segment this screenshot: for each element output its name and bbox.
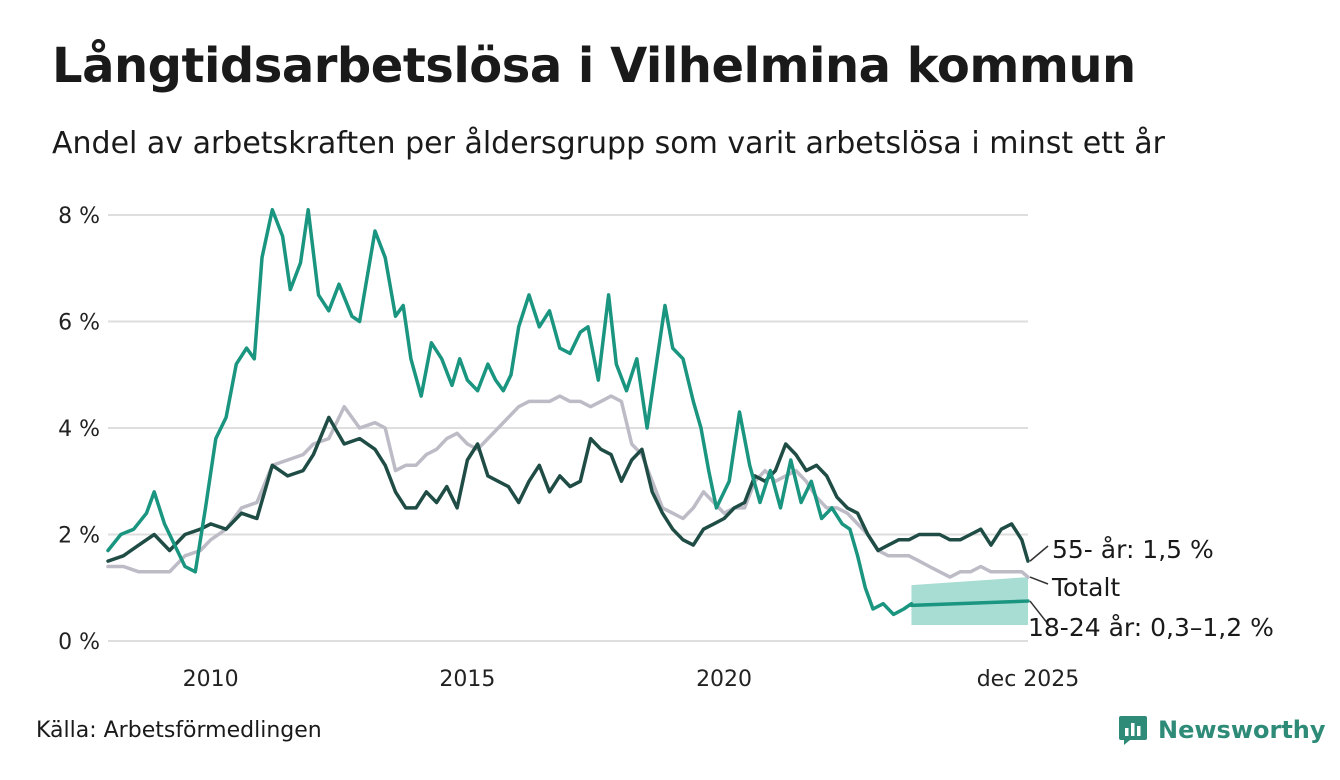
forecast-band bbox=[911, 577, 1028, 626]
y-tick-label: 2 % bbox=[58, 524, 100, 549]
brand-name: Newsworthy bbox=[1158, 716, 1326, 744]
series-line-old bbox=[106, 415, 1030, 563]
newsworthy-icon bbox=[1119, 716, 1147, 745]
series-label-old: 55- år: 1,5 % bbox=[1052, 535, 1214, 564]
label-leader-old bbox=[1029, 545, 1049, 562]
y-axis-ticks: 0 % 2 % 4 % 6 % 8 % bbox=[58, 204, 100, 655]
x-tick-label: 2010 bbox=[183, 667, 239, 692]
series-lines bbox=[106, 207, 1030, 617]
newsworthy-logo[interactable]: Newsworthy bbox=[1118, 714, 1326, 746]
forecast-line bbox=[909, 599, 1030, 608]
label-leader-total bbox=[1029, 576, 1049, 585]
series-label-young: 18-24 år: 0,3–1,2 % bbox=[1028, 613, 1274, 642]
chart-title: Långtidsarbetslösa i Vilhelmina kommun bbox=[52, 38, 1136, 94]
chart-subtitle: Andel av arbetskraften per åldersgrupp s… bbox=[52, 126, 1165, 161]
series-labels: 55- år: 1,5 % Totalt 18-24 år: 0,3–1,2 % bbox=[1028, 535, 1274, 642]
y-tick-label: 0 % bbox=[58, 630, 100, 655]
y-tick-label: 8 % bbox=[58, 204, 100, 229]
y-tick-label: 6 % bbox=[58, 311, 100, 336]
source-note: Källa: Arbetsförmedlingen bbox=[36, 718, 322, 743]
series-label-total: Totalt bbox=[1051, 573, 1120, 602]
label-leader-young bbox=[1029, 600, 1049, 625]
grid-lines bbox=[108, 214, 1028, 642]
y-tick-label: 4 % bbox=[58, 417, 100, 442]
forecast-band-layer bbox=[911, 577, 1028, 626]
series-line-total bbox=[106, 394, 1030, 579]
x-tick-label: dec 2025 bbox=[977, 667, 1080, 692]
x-axis-ticks: 2010 2015 2020 dec 2025 bbox=[183, 667, 1080, 692]
x-tick-label: 2015 bbox=[439, 667, 495, 692]
x-tick-label: 2020 bbox=[696, 667, 752, 692]
series-line-young bbox=[106, 207, 914, 617]
